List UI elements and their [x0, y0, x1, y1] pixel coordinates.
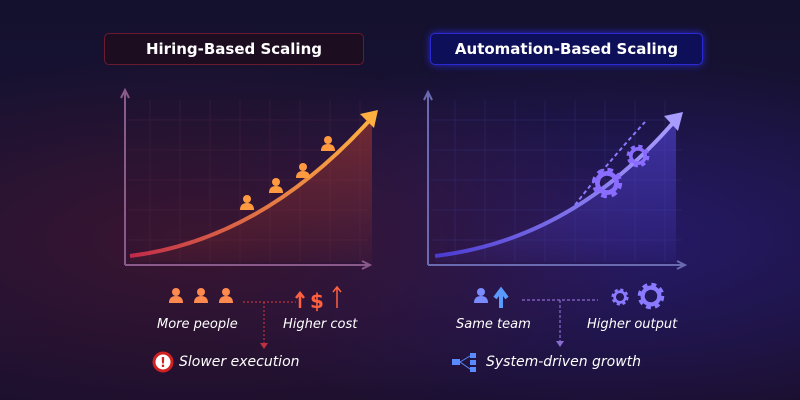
growth-curve-left	[129, 120, 370, 258]
right-chart	[423, 89, 688, 270]
automation-scaling-title: Automation-Based Scaling	[430, 33, 703, 65]
slower-execution-label: Slower execution	[179, 354, 300, 370]
more-people-label: More people	[157, 317, 238, 332]
higher-output-label: Higher output	[587, 317, 678, 332]
arrow-icon	[664, 112, 683, 131]
svg-text:!: !	[160, 356, 166, 371]
hiring-scaling-title: Hiring-Based Scaling	[104, 33, 364, 65]
gears-small-icon	[614, 286, 661, 306]
left-chart	[120, 87, 378, 270]
people-icon	[169, 288, 233, 303]
system-driven-growth-label: System-driven growth	[486, 354, 642, 370]
network-icon	[452, 353, 476, 372]
arrow-icon	[360, 110, 378, 128]
person-up-icon	[474, 286, 509, 308]
higher-cost-label: Higher cost	[283, 317, 358, 332]
same-team-label: Same team	[456, 317, 531, 332]
warning-icon: !	[152, 351, 174, 373]
svg-text:$: $	[310, 289, 324, 313]
dollar-up-icon: $	[295, 285, 342, 313]
